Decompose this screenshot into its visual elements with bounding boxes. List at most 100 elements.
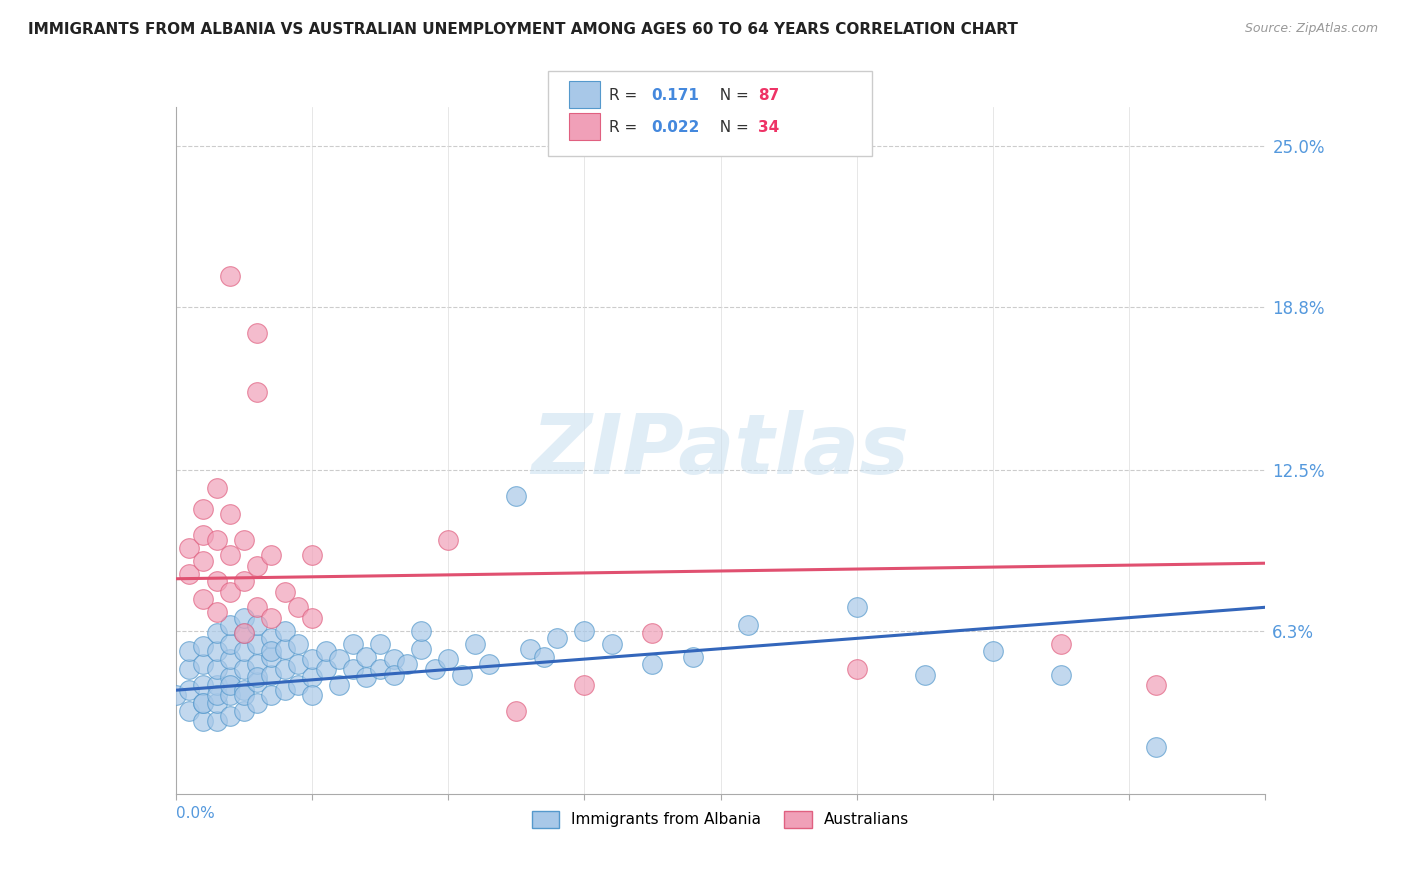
Point [219,636,242,650]
Point [574,624,596,638]
Point [1144,678,1167,692]
Point [1050,667,1073,681]
Point [191,678,214,692]
Point [246,618,269,632]
Point [246,657,269,672]
Point [260,610,283,624]
Point [191,592,214,607]
Point [232,533,254,547]
Point [219,549,242,563]
Point [191,696,214,710]
Point [260,644,283,658]
Point [205,574,228,589]
Point [219,268,242,283]
Point [232,644,254,658]
Point [219,678,242,692]
Point [437,652,460,666]
Point [191,501,214,516]
Point [165,689,187,703]
Point [287,657,309,672]
Point [205,481,228,495]
Point [737,618,759,632]
Point [274,641,297,656]
Point [519,641,541,656]
Point [179,683,201,698]
Point [1050,636,1073,650]
Point [232,704,254,718]
Point [409,641,432,656]
Point [219,507,242,521]
Point [191,714,214,729]
Point [219,618,242,632]
Point [423,663,446,677]
Point [232,626,254,640]
Point [191,553,214,567]
Point [315,644,337,658]
Text: R =: R = [609,88,643,103]
Point [450,667,472,681]
Point [260,632,283,646]
Point [219,709,242,723]
Point [315,663,337,677]
Point [219,652,242,666]
Text: 34: 34 [758,120,779,135]
Point [914,667,936,681]
Point [260,549,283,563]
Point [232,610,254,624]
Point [205,678,228,692]
Point [246,675,269,690]
Point [274,584,297,599]
Point [437,533,460,547]
Point [205,606,228,620]
Text: ZIPatlas: ZIPatlas [531,410,910,491]
Point [246,385,269,400]
Point [396,657,419,672]
Point [191,639,214,653]
Point [342,663,364,677]
Point [179,663,201,677]
Point [1144,740,1167,755]
Point [287,636,309,650]
Point [246,696,269,710]
Point [409,624,432,638]
Point [260,689,283,703]
Point [301,689,323,703]
Point [845,663,868,677]
Point [328,652,350,666]
Point [600,636,623,650]
Point [301,549,323,563]
Point [246,600,269,615]
Point [287,678,309,692]
Point [232,626,254,640]
Point [505,489,527,503]
Point [219,689,242,703]
Point [533,649,555,664]
Point [260,649,283,664]
Point [287,600,309,615]
Point [205,714,228,729]
Point [981,644,1004,658]
Point [205,644,228,658]
Point [246,670,269,684]
Point [232,574,254,589]
Text: 87: 87 [758,88,779,103]
Point [682,649,704,664]
Point [328,678,350,692]
Point [356,649,378,664]
Point [232,683,254,698]
Text: IMMIGRANTS FROM ALBANIA VS AUSTRALIAN UNEMPLOYMENT AMONG AGES 60 TO 64 YEARS COR: IMMIGRANTS FROM ALBANIA VS AUSTRALIAN UN… [28,22,1018,37]
Point [246,558,269,573]
Point [478,657,501,672]
Point [179,566,201,581]
Text: Source: ZipAtlas.com: Source: ZipAtlas.com [1244,22,1378,36]
Point [464,636,486,650]
Text: 0.171: 0.171 [651,88,699,103]
Point [179,644,201,658]
Point [574,678,596,692]
Point [219,670,242,684]
Point [232,689,254,703]
Point [301,652,323,666]
Text: 0.022: 0.022 [651,120,699,135]
Text: N =: N = [710,88,754,103]
Point [191,657,214,672]
